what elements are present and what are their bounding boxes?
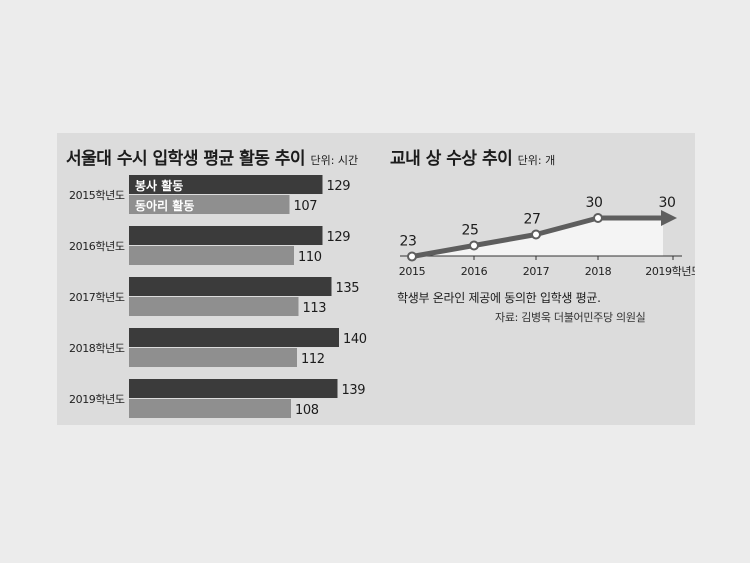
- point-value-label: 27: [523, 212, 540, 228]
- source-credit: 자료: 김병욱 더불어민주당 의원실: [495, 311, 646, 324]
- point-value-label: 30: [658, 195, 675, 211]
- left-chart-title: 서울대 수시 입학생 평균 활동 추이 단위: 시간: [66, 144, 358, 169]
- volunteer-bar: [129, 277, 332, 296]
- volunteer-bar: [129, 175, 323, 194]
- activity-bar-chart: 2015학년도 129 봉사 활동 107 동아리 활동 2016학년도 129 110 201…: [69, 175, 367, 418]
- x-tick-label: 2016: [461, 265, 488, 278]
- bar-value-label: 129: [327, 179, 351, 194]
- data-point: [531, 229, 541, 240]
- bar-value-label: 108: [295, 403, 319, 418]
- category-label: 2017학년도: [69, 291, 125, 304]
- club-bar: [129, 399, 291, 418]
- bar-value-label: 140: [343, 332, 367, 347]
- volunteer-bar: [129, 379, 338, 398]
- point-value-label: 25: [461, 223, 478, 239]
- bar-value-label: 112: [301, 352, 325, 367]
- left-unit-label: 단위: 시간: [310, 154, 359, 167]
- x-tick-label: 2017: [523, 265, 550, 278]
- bar-value-label: 113: [303, 301, 327, 316]
- bar-value-label: 139: [342, 383, 366, 398]
- bar-value-label: 129: [327, 230, 351, 245]
- point-value-label: 30: [585, 195, 602, 211]
- volunteer-bar: [129, 328, 339, 347]
- club-bar: [129, 297, 299, 316]
- data-point: [593, 213, 603, 223]
- bar-value-label: 110: [298, 250, 322, 265]
- bar-value-label: 135: [336, 281, 360, 296]
- legend-volunteer: 봉사 활동: [135, 178, 183, 193]
- left-title-text: 서울대 수시 입학생 평균 활동 추이: [66, 149, 306, 169]
- data-point: [469, 240, 479, 251]
- x-tick-label: 2015: [399, 265, 426, 278]
- volunteer-bar: [129, 226, 323, 245]
- x-tick-label: 2019학년도: [645, 265, 695, 278]
- award-line-chart: 2015 2016 2017 2018 2019학년도 23 25 27 30 30: [399, 195, 695, 278]
- point-value-label: 23: [399, 234, 416, 250]
- category-label: 2016학년도: [69, 240, 125, 253]
- category-label: 2015학년도: [69, 189, 125, 202]
- club-bar: [129, 195, 290, 214]
- footnote: 학생부 온라인 제공에 동의한 입학생 평균.: [397, 291, 601, 305]
- category-label: 2018학년도: [69, 342, 125, 355]
- category-label: 2019학년도: [69, 393, 125, 406]
- right-unit-label: 단위: 개: [517, 154, 556, 167]
- arrow-head: [661, 210, 677, 226]
- x-tick-label: 2018: [585, 265, 612, 278]
- data-point: [407, 251, 417, 262]
- club-bar: [129, 246, 294, 265]
- bar-value-label: 107: [294, 199, 318, 214]
- legend-club: 동아리 활동: [135, 198, 194, 213]
- right-title-text: 교내 상 수상 추이: [390, 149, 513, 169]
- club-bar: [129, 348, 297, 367]
- right-chart-title: 교내 상 수상 추이 단위: 개: [390, 144, 555, 169]
